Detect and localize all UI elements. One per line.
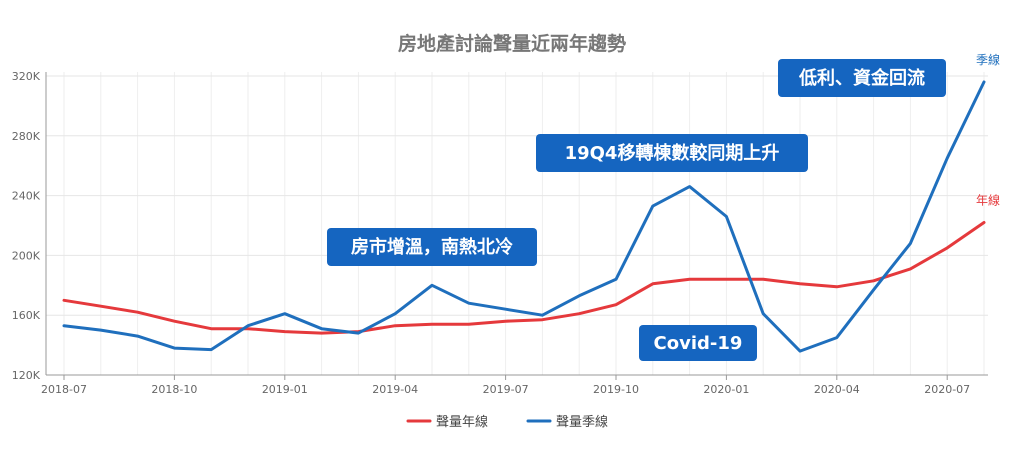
legend-item-0[interactable]: 聲量年線 xyxy=(406,414,488,430)
x-tick-label: 2019-10 xyxy=(593,383,639,396)
legend-label: 聲量年線 xyxy=(436,414,488,430)
series-line-1 xyxy=(62,80,986,353)
y-tick-label: 160K xyxy=(12,309,41,322)
annotation-text: Covid-19 xyxy=(654,333,743,354)
annotation-box xyxy=(536,134,808,172)
axes: 120K 160K 200K 240K 280K 320K 2018-07 2018-10 20… xyxy=(12,70,988,396)
annotations: 房市增溫，南熱北冷 19Q4移轉棟數較同期上升 Covid-19 低利、資金回流 xyxy=(327,59,946,361)
y-tick-label: 280K xyxy=(12,130,41,143)
chart-title: 房地產討論聲量近兩年趨勢 xyxy=(398,32,626,55)
x-tick-label: 2019-01 xyxy=(262,383,308,396)
annotation-box xyxy=(778,59,946,97)
annotation-text: 低利、資金回流 xyxy=(798,67,925,89)
series-end-label-1: 季線 xyxy=(976,52,1000,67)
annotation-text: 房市增溫，南熱北冷 xyxy=(351,236,513,258)
annotation-q4-transfer: 19Q4移轉棟數較同期上升 xyxy=(536,134,808,172)
y-tick-label: 200K xyxy=(12,249,41,262)
annotation-covid: Covid-19 xyxy=(639,325,757,361)
annotation-box xyxy=(639,325,757,361)
x-tick-label: 2018-10 xyxy=(151,383,197,396)
x-tick-label: 2020-07 xyxy=(924,383,970,396)
y-tick-label: 120K xyxy=(12,369,41,382)
x-tick-label: 2020-04 xyxy=(814,383,860,396)
y-tick-label: 320K xyxy=(12,70,41,83)
annotation-text: 19Q4移轉棟數較同期上升 xyxy=(565,142,780,164)
x-tick-label: 2018-07 xyxy=(41,383,87,396)
annotation-box xyxy=(327,228,537,266)
y-tick-label: 240K xyxy=(12,190,41,203)
annotation-low-rate: 低利、資金回流 xyxy=(778,59,946,97)
x-tick-label: 2020-01 xyxy=(703,383,749,396)
legend-label: 聲量季線 xyxy=(556,414,608,430)
series-line-0 xyxy=(62,221,986,335)
x-tick-label: 2019-07 xyxy=(483,383,529,396)
legend-item-1[interactable]: 聲量季線 xyxy=(526,414,608,430)
annotation-market-warm: 房市增溫，南熱北冷 xyxy=(327,228,537,266)
legend[interactable]: 聲量年線 聲量季線 xyxy=(406,414,608,430)
series-end-label-0: 年線 xyxy=(976,193,1000,208)
grid xyxy=(46,72,988,376)
x-tick-label: 2019-04 xyxy=(372,383,418,396)
